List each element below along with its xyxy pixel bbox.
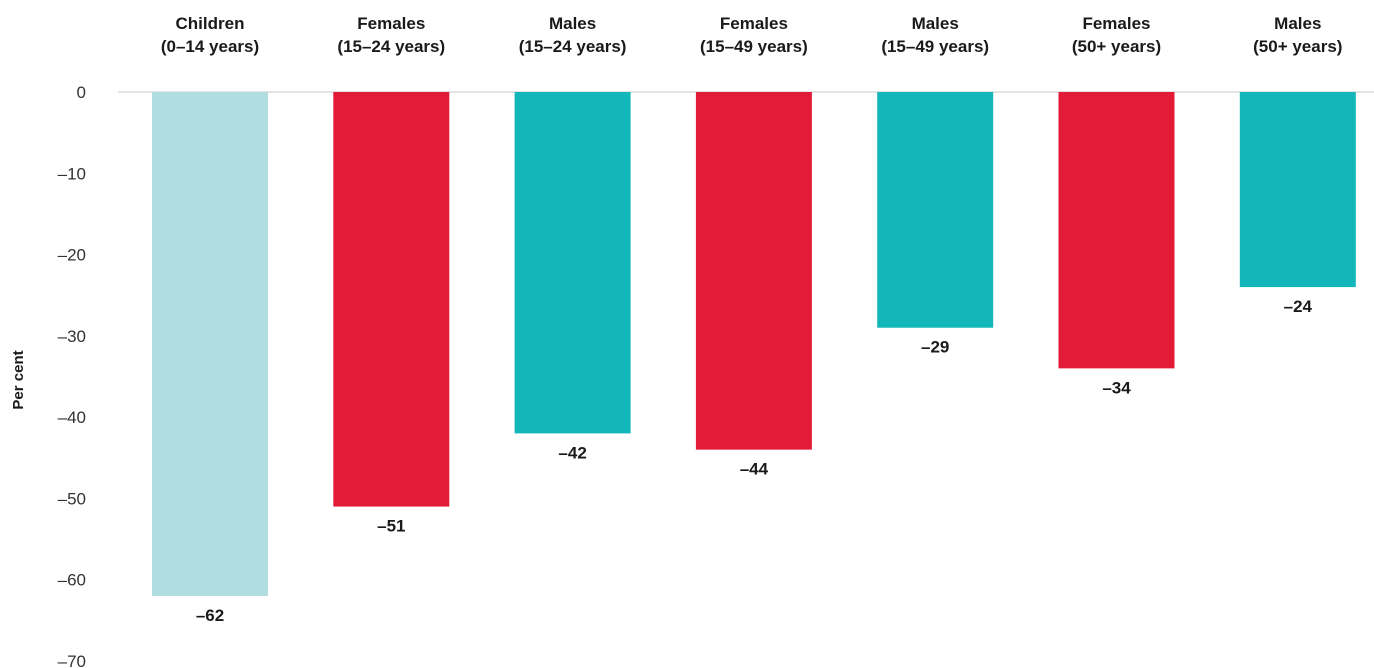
category-label-line: Males: [1274, 14, 1321, 33]
bar: [333, 92, 450, 507]
category-label-line: (15–24 years): [519, 37, 627, 56]
y-axis-title: Per cent: [10, 350, 27, 409]
category-label: Children (0–14 years): [161, 14, 259, 56]
data-label: –42: [558, 443, 586, 462]
category-label-line: (50+ years): [1072, 37, 1161, 56]
category-label-line: (15–24 years): [337, 37, 445, 56]
data-label: –51: [377, 517, 405, 536]
y-axis-ticks: 0 –10 –20 –30 –40 –50 –60 –70: [58, 83, 86, 668]
y-tick-label: –70: [58, 652, 86, 668]
category-label: Males (15–24 years): [519, 14, 627, 56]
value-labels: –62 –51 –42 –44 –29 –34 –24: [196, 297, 1313, 625]
category-label: Females (50+ years): [1072, 14, 1161, 56]
category-label: Males (15–49 years): [881, 14, 989, 56]
category-label-line: Children: [176, 14, 245, 33]
category-label: Females (15–49 years): [700, 14, 808, 56]
y-tick-label: –50: [58, 489, 86, 508]
data-label: –29: [921, 338, 949, 357]
category-label-line: (15–49 years): [700, 37, 808, 56]
data-label: –44: [740, 460, 769, 479]
bar: [152, 92, 268, 596]
category-label: Females (15–24 years): [337, 14, 445, 56]
category-label-line: Females: [720, 14, 788, 33]
bar: [1239, 92, 1356, 288]
y-tick-label: –30: [58, 327, 86, 346]
bar: [695, 92, 812, 450]
bars: [152, 92, 1356, 596]
category-labels: Children (0–14 years) Females (15–24 years)…: [161, 14, 1343, 56]
bar: [514, 92, 631, 434]
bar: [1058, 92, 1175, 369]
y-tick-label: –60: [58, 571, 86, 590]
category-label-line: (0–14 years): [161, 37, 259, 56]
category-label-line: (50+ years): [1253, 37, 1342, 56]
data-label: –62: [196, 606, 224, 625]
y-axis-title-group: Per cent: [10, 350, 27, 409]
y-tick-label: 0: [77, 83, 86, 102]
data-label: –24: [1284, 297, 1313, 316]
category-label-line: (15–49 years): [881, 37, 989, 56]
category-label-line: Males: [912, 14, 959, 33]
y-tick-label: –10: [58, 164, 86, 183]
category-label-line: Females: [1082, 14, 1150, 33]
data-label: –34: [1102, 378, 1131, 397]
category-label-line: Females: [357, 14, 425, 33]
category-label-line: Males: [549, 14, 596, 33]
bar: [877, 92, 994, 328]
category-label: Males (50+ years): [1253, 14, 1342, 56]
y-tick-label: –40: [58, 408, 86, 427]
y-tick-label: –20: [58, 246, 86, 265]
